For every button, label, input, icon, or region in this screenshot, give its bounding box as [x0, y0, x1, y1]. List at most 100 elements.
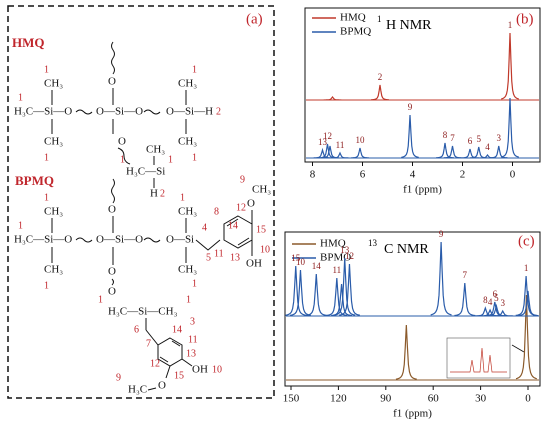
- x-axis-label: f1 (ppm): [393, 408, 432, 420]
- title-superscript: 13: [368, 238, 378, 248]
- peak-label: 12: [323, 131, 332, 141]
- atom-label: CH₃: [44, 206, 63, 218]
- peak-label: 2: [378, 72, 383, 82]
- peak: [501, 32, 519, 100]
- peak-label: 3: [500, 298, 505, 308]
- atom-label: O—Si—O: [96, 106, 143, 118]
- peak-label: 3: [497, 133, 502, 143]
- peak: [485, 303, 507, 317]
- atom-label: H₃C—Si—O: [14, 106, 72, 118]
- atom-label: H₃C: [128, 384, 147, 396]
- peak: [326, 277, 348, 317]
- chart-title: C NMR: [384, 242, 429, 257]
- legend-label: BPMO: [320, 252, 351, 264]
- panel-label: (b): [516, 11, 534, 27]
- position-number: 13: [230, 252, 240, 263]
- peak: [401, 114, 419, 158]
- peak: [430, 241, 452, 316]
- atom-label: O: [108, 204, 116, 216]
- peak-label: 5: [494, 293, 499, 303]
- peak-label: 1: [524, 263, 529, 273]
- x-tick-label: 120: [330, 393, 347, 405]
- atom-label: CH₃: [44, 264, 63, 276]
- x-axis-label: f1 (ppm): [403, 184, 442, 196]
- position-number: 2: [216, 106, 221, 117]
- x-tick-label: 8: [310, 169, 316, 181]
- position-number: 1: [192, 64, 197, 75]
- atom-label: CH₃: [44, 78, 63, 90]
- position-number: 1: [120, 154, 125, 165]
- position-number: 1: [180, 192, 185, 203]
- atom-label: H: [150, 188, 158, 200]
- atom-label: OH: [246, 258, 262, 270]
- peak-label: 1: [508, 20, 513, 30]
- panel-label: (a): [246, 11, 263, 27]
- peak-label: 8: [443, 130, 448, 140]
- x-tick-label: 30: [475, 393, 487, 405]
- peak-label: 4: [488, 297, 493, 307]
- structure-title: HMQ: [12, 35, 45, 50]
- peak: [454, 282, 476, 317]
- panel-a-frame: [7, 5, 275, 399]
- peak: [515, 294, 537, 380]
- position-number: 10: [260, 244, 270, 255]
- atom-label: CH₃: [178, 78, 197, 90]
- atom-label: CH₃: [146, 144, 165, 156]
- atom-label: O: [247, 198, 255, 210]
- peak: [334, 257, 356, 316]
- peak-label: 6: [493, 289, 498, 299]
- x-tick-label: 4: [410, 169, 416, 181]
- peak-label: 5: [477, 134, 482, 144]
- atom-label: CH₃: [44, 136, 63, 148]
- peak: [331, 151, 349, 159]
- position-number: 1: [44, 152, 49, 163]
- atom-label: CH₃: [178, 264, 197, 276]
- peak: [285, 265, 307, 316]
- atom-label: OH: [192, 364, 208, 376]
- peak-label: 14: [312, 261, 322, 271]
- peak-label: 10: [356, 135, 366, 145]
- x-tick-label: 0: [510, 169, 516, 181]
- position-number: 15: [174, 370, 184, 381]
- peak-label: 13: [318, 137, 328, 147]
- peak-label: 11: [336, 140, 345, 150]
- peak-label: 4: [485, 142, 490, 152]
- peak-label: 10: [296, 257, 306, 267]
- position-number: 14: [228, 220, 238, 231]
- position-number: 11: [188, 334, 198, 345]
- peak: [461, 148, 479, 159]
- peak-label: 6: [468, 136, 473, 146]
- position-number: 1: [192, 278, 197, 289]
- position-number: 13: [186, 348, 196, 359]
- peak-label: 8: [483, 295, 488, 305]
- position-number: 1: [168, 154, 173, 165]
- atom-label: CH₃: [252, 184, 271, 196]
- peak: [443, 145, 462, 159]
- chart-title: H NMR: [386, 18, 432, 33]
- position-number: 1: [44, 64, 49, 75]
- peak: [289, 269, 311, 316]
- atom-label: CH₃: [178, 136, 197, 148]
- peak: [501, 97, 519, 158]
- x-tick-label: 60: [428, 393, 440, 405]
- atom-label: O—Si—H: [166, 106, 213, 118]
- peak: [395, 324, 417, 380]
- position-number: 14: [172, 324, 182, 335]
- atom-label: H₃C—Si: [126, 166, 165, 178]
- x-tick-label: 2: [460, 169, 466, 181]
- position-number: 4: [202, 222, 207, 233]
- peak: [489, 145, 508, 159]
- structure-title: BPMQ: [15, 173, 54, 188]
- position-number: 8: [214, 206, 219, 217]
- position-number: 1: [44, 280, 49, 291]
- atom-label: CH₃: [178, 206, 197, 218]
- atom-label: H₃C—Si—O: [14, 234, 72, 246]
- x-tick-label: 90: [380, 393, 392, 405]
- x-tick-label: 6: [360, 169, 366, 181]
- peak-label: 13: [340, 245, 350, 255]
- peak: [338, 263, 360, 316]
- position-number: 1: [186, 294, 191, 305]
- atom-label: O—Si: [166, 234, 194, 246]
- position-number: 1: [98, 294, 103, 305]
